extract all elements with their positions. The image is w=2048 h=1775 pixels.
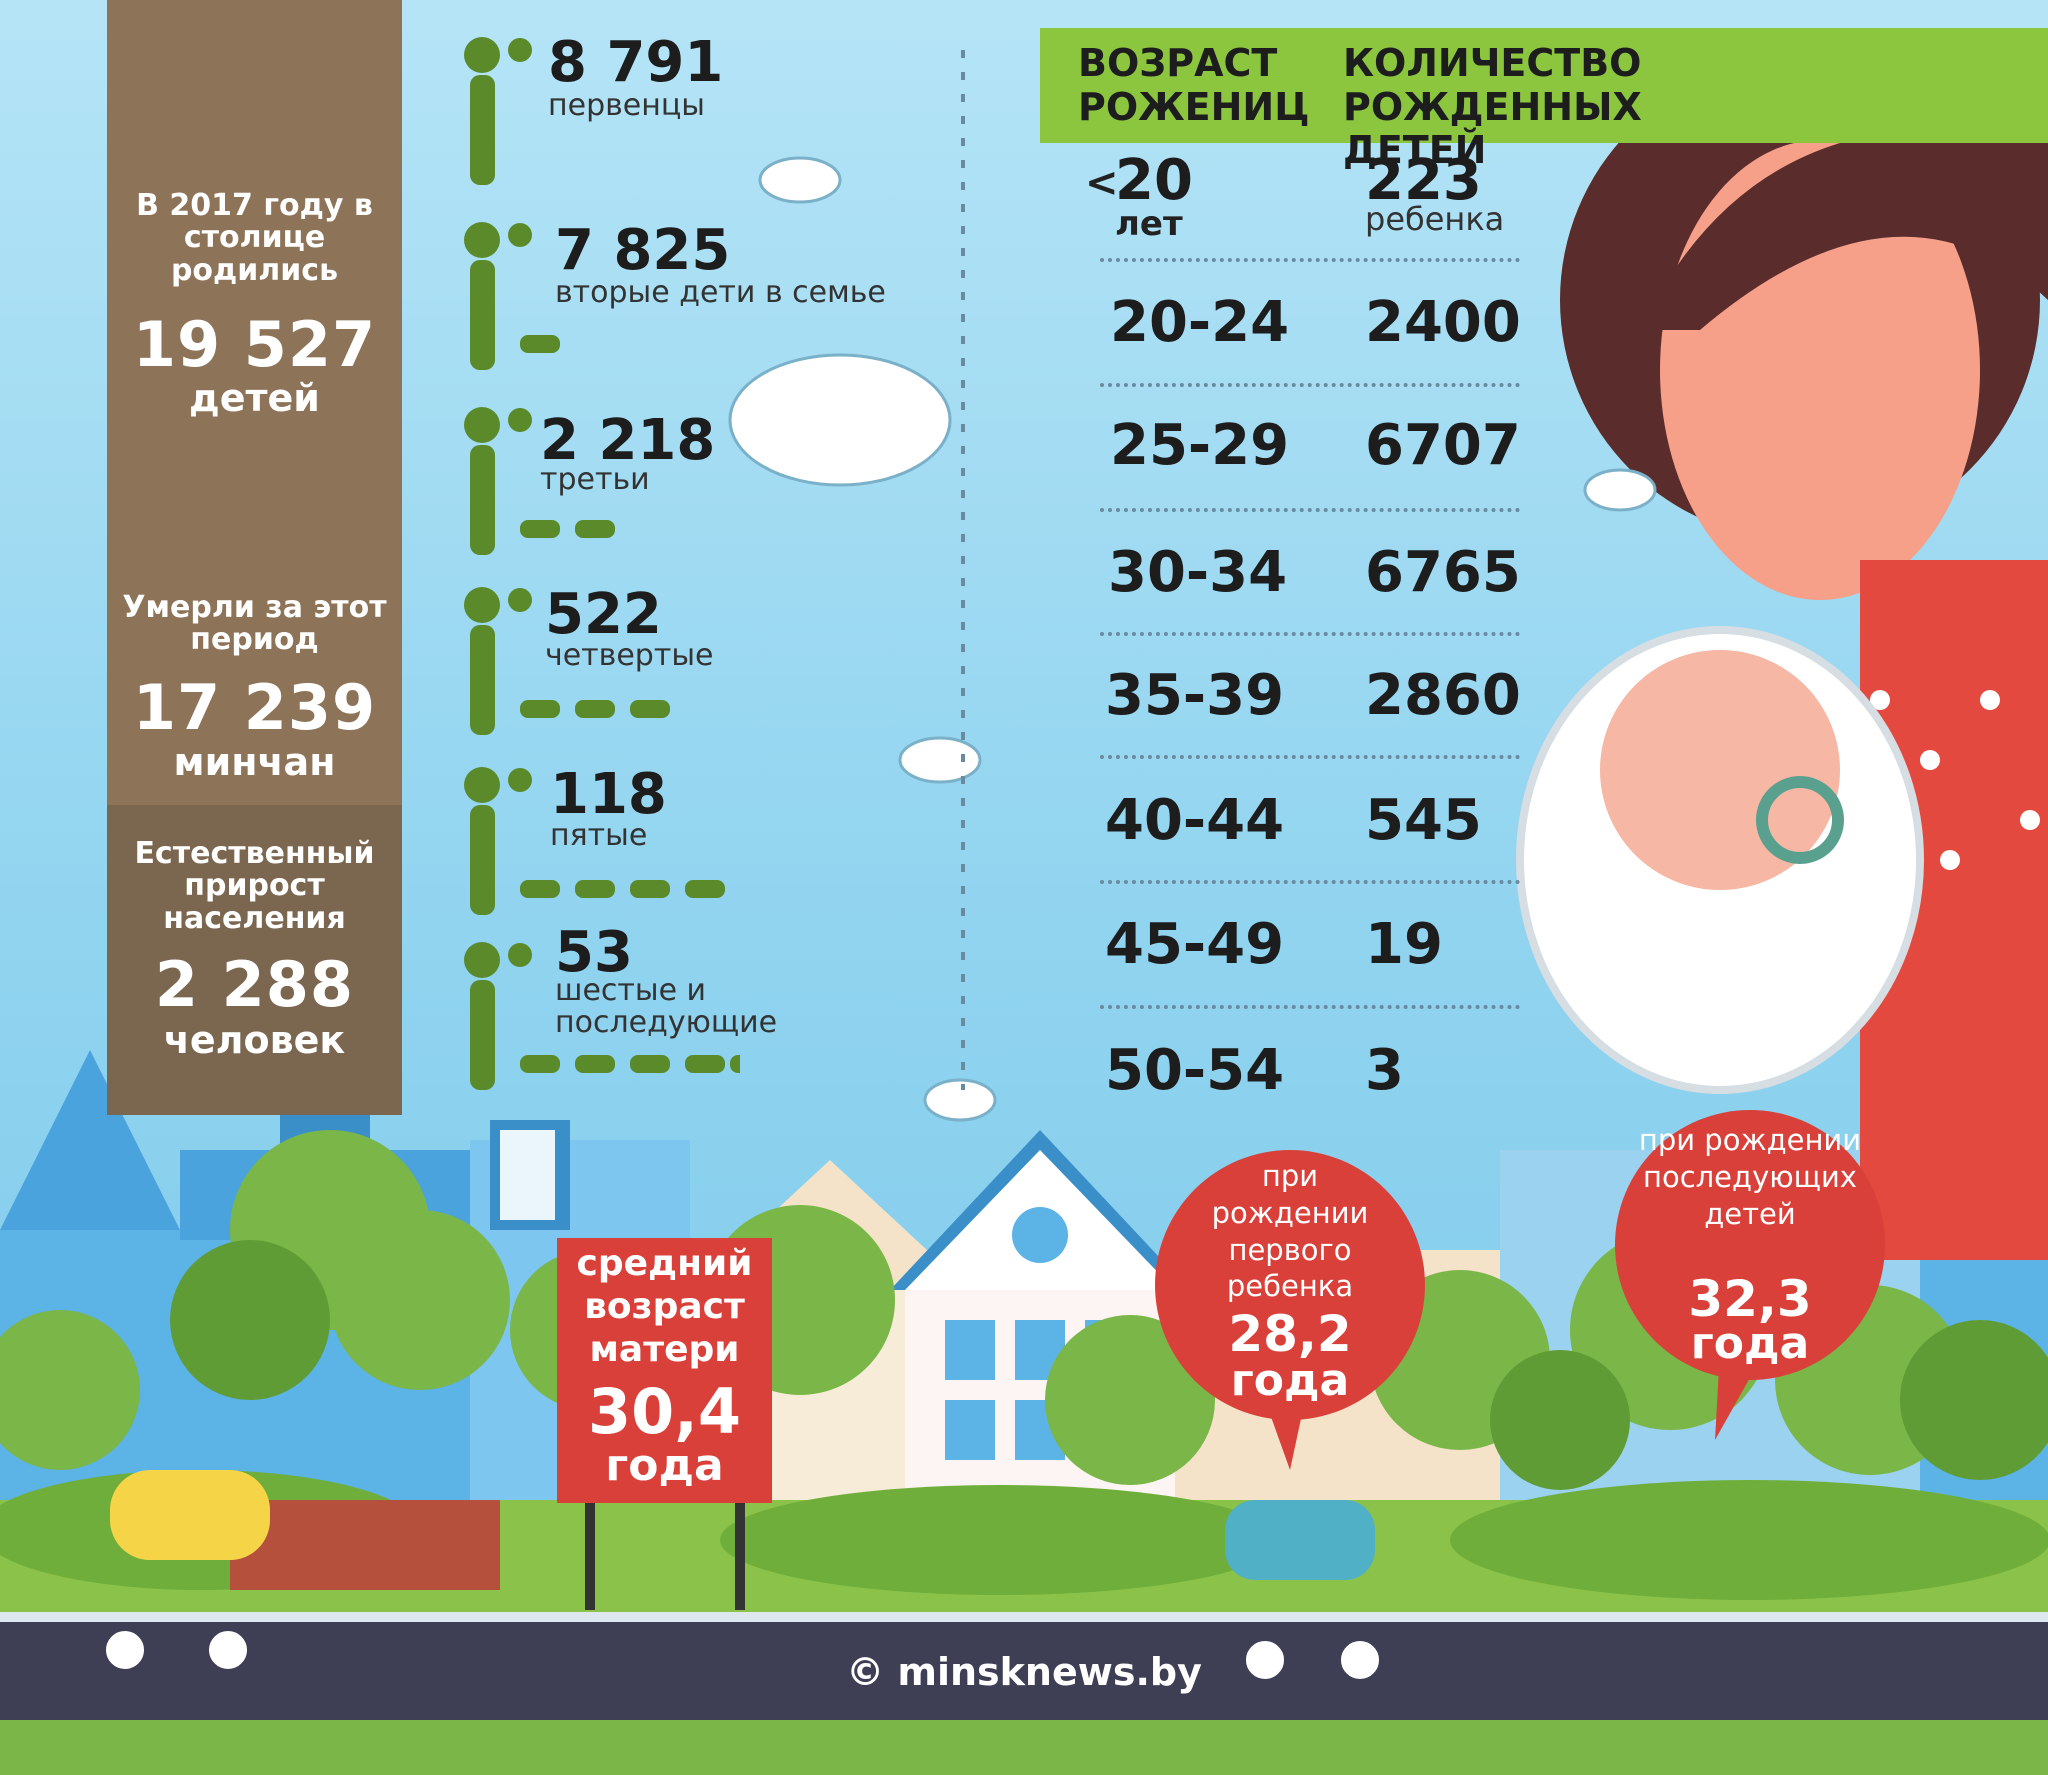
order-3-label: третьи [540, 462, 650, 497]
next-children-label: при рождении последующих детей [1638, 1123, 1862, 1231]
row-1-count-unit: ребенка [1365, 200, 1505, 238]
summary-panel [107, 0, 402, 805]
order-4-value: 522 [545, 582, 662, 647]
order-3-value: 2 218 [540, 408, 716, 473]
died-unit: минчан [173, 740, 336, 784]
row-3-age: 25-29 [1110, 413, 1290, 478]
row-1-age: 20 [1115, 148, 1193, 213]
order-1-label: первенцы [548, 88, 705, 123]
row-2-age: 20-24 [1110, 290, 1290, 355]
average-age-sign [557, 1238, 772, 1503]
order-1-value: 8 791 [548, 30, 724, 95]
order-6-label: шестые и последующие [555, 973, 778, 1040]
died-value: 17 239 [132, 671, 377, 744]
row-5-age: 35-39 [1105, 663, 1285, 728]
order-6-value: 53 [555, 920, 633, 985]
row-divider [1100, 880, 1520, 884]
growth-panel [107, 805, 402, 1115]
row-7-count: 19 [1365, 912, 1443, 977]
row-2-count: 2400 [1365, 290, 1521, 355]
order-4-label: четвертые [545, 638, 714, 673]
order-2-value: 7 825 [555, 218, 731, 283]
row-4-age: 30-34 [1108, 540, 1288, 605]
table-header [1040, 28, 2048, 143]
next-children-value: 32,3 [1688, 1270, 1812, 1328]
first-child-unit: года [1230, 1355, 1350, 1406]
row-3-count: 6707 [1365, 413, 1521, 478]
order-5-value: 118 [550, 762, 667, 827]
growth-intro: Естественный прирост населения [134, 836, 375, 936]
first-child-value: 28,2 [1228, 1305, 1352, 1363]
row-1-age-prefix: < [1085, 160, 1119, 206]
row-5-count: 2860 [1365, 663, 1521, 728]
row-6-age: 40-44 [1105, 788, 1285, 853]
row-4-count: 6765 [1365, 540, 1521, 605]
born-value: 19 527 [132, 308, 377, 381]
sign-value: 30,4 [588, 1375, 741, 1448]
row-1-age-unit: лет [1115, 204, 1183, 244]
column-age-header: ВОЗРАСТ РОЖЕНИЦ [1078, 41, 1310, 129]
order-5-label: пятые [550, 818, 648, 853]
sign-unit: года [605, 1440, 724, 1491]
died-intro: Умерли за этот период [122, 590, 387, 658]
row-7-age: 45-49 [1105, 912, 1285, 977]
family-pictograms [464, 37, 740, 1090]
source-credit: © minsknews.by [846, 1650, 1202, 1694]
sign-label: средний возраст матери [576, 1243, 753, 1371]
column-count-header: КОЛИЧЕСТВО РОЖДЕННЫХ ДЕТЕЙ [1343, 41, 1642, 173]
row-divider [1100, 258, 1520, 262]
row-divider [1100, 1005, 1520, 1009]
row-divider [1100, 632, 1520, 636]
born-intro: В 2017 году в столице родились [136, 188, 373, 288]
row-8-count: 3 [1365, 1038, 1404, 1103]
order-2-label: вторые дети в семье [555, 275, 886, 310]
first-child-label: при рождении первого ребенка [1211, 1159, 1369, 1304]
growth-unit: человек [163, 1018, 346, 1062]
row-divider [1100, 383, 1520, 387]
row-6-count: 545 [1365, 788, 1482, 853]
row-divider [1100, 755, 1520, 759]
next-children-unit: года [1690, 1318, 1810, 1369]
row-divider [1100, 508, 1520, 512]
row-8-age: 50-54 [1105, 1038, 1285, 1103]
growth-value: 2 288 [154, 948, 355, 1021]
row-1-count: 223 [1365, 148, 1482, 213]
born-unit: детей [189, 376, 320, 420]
